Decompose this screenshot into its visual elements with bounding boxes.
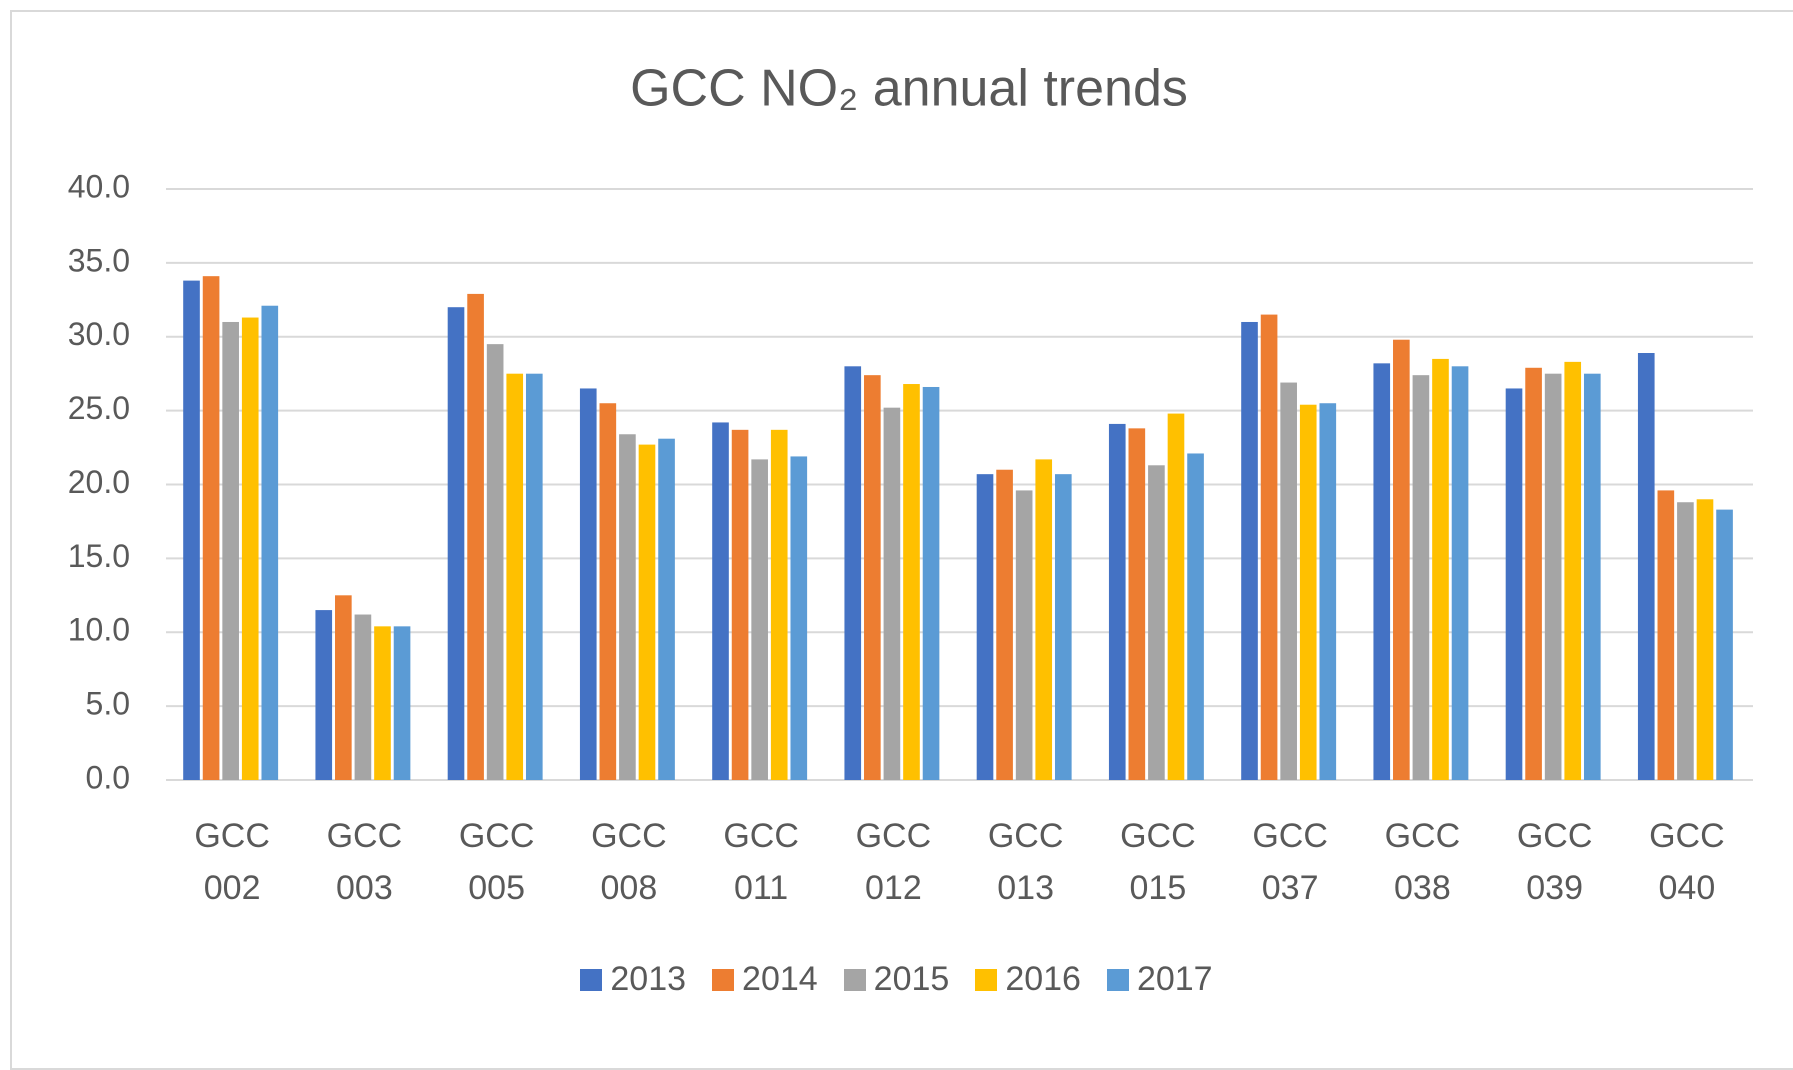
y-tick-label: 0.0: [86, 759, 130, 795]
y-tick-label: 10.0: [68, 612, 130, 648]
bar: [1677, 502, 1694, 780]
bar: [506, 373, 524, 780]
bar: [1373, 363, 1391, 780]
bar: [525, 373, 543, 780]
y-tick-label: 5.0: [86, 686, 130, 722]
bar: [790, 456, 808, 780]
bar: [1319, 403, 1337, 780]
bar: [1054, 474, 1072, 780]
legend-swatch: [843, 968, 866, 991]
x-tick-label: GCC 038: [1384, 817, 1461, 907]
x-tick-label: GCC 011: [723, 817, 799, 907]
y-tick-label: 40.0: [68, 168, 130, 204]
bar: [1657, 490, 1675, 780]
bar: [1393, 339, 1410, 780]
bar: [712, 422, 729, 780]
bar: [1015, 490, 1033, 780]
legend-swatch: [975, 968, 998, 991]
x-tick-label: GCC 008: [591, 817, 667, 907]
bar: [1696, 499, 1714, 780]
bar: [374, 626, 391, 780]
bar: [1637, 353, 1655, 780]
bar: [731, 429, 749, 780]
bar: [844, 366, 862, 780]
bar: [638, 444, 656, 780]
legend-label: 2015: [873, 960, 950, 998]
x-tick-label: GCC 037: [1252, 817, 1328, 907]
y-tick-label: 20.0: [68, 464, 130, 500]
bar: [658, 438, 675, 780]
bar: [354, 614, 372, 780]
bar: [1525, 367, 1542, 780]
bar: [1260, 314, 1278, 780]
bar: [1108, 423, 1126, 780]
bar: [393, 626, 411, 780]
bar: [864, 375, 881, 780]
bar: [1544, 373, 1562, 780]
bar: [1167, 413, 1185, 780]
y-tick-label: 25.0: [68, 390, 130, 426]
bar: [619, 434, 636, 780]
bar: [1241, 321, 1258, 780]
legend-label: 2016: [1005, 960, 1081, 998]
bar: [315, 610, 333, 780]
legend-label: 2014: [742, 960, 818, 998]
bar: [1187, 453, 1204, 780]
bar: [1432, 358, 1449, 780]
chart-title: GCC NO₂ annual trends: [630, 60, 1188, 118]
bar: [976, 474, 994, 780]
legend: 2013 2014 2015 2016 2017: [0, 960, 1793, 999]
bar: [1299, 404, 1317, 780]
bar: [222, 321, 239, 780]
x-tick-label: GCC 040: [1649, 817, 1725, 907]
bar: [922, 386, 940, 780]
bar: [1128, 428, 1146, 780]
legend-item: 2016: [975, 960, 1081, 999]
bar: [447, 307, 465, 780]
bar: [202, 276, 220, 780]
legend-item: 2015: [843, 960, 950, 999]
bar: [335, 595, 352, 780]
x-tick-label: GCC 012: [855, 817, 932, 907]
bar: [241, 317, 259, 780]
legend-label: 2017: [1136, 960, 1213, 998]
bar: [467, 293, 484, 780]
bar: [751, 459, 768, 780]
bar: [486, 344, 504, 780]
y-tick-label: 30.0: [68, 316, 130, 352]
x-tick-label: GCC 005: [458, 817, 535, 907]
legend-label: 2013: [610, 960, 687, 998]
y-tick-label: 35.0: [68, 242, 130, 278]
x-tick-label: GCC 013: [987, 817, 1064, 907]
bar: [1583, 373, 1601, 780]
legend-swatch: [1106, 968, 1129, 991]
bar: [599, 403, 617, 780]
bar: [883, 407, 901, 780]
bar: [1505, 388, 1523, 780]
legend-item: 2013: [580, 960, 686, 999]
bar: [579, 388, 597, 780]
bar: [183, 280, 200, 780]
bar: [1564, 361, 1582, 780]
y-tick-label: 15.0: [68, 538, 130, 574]
x-tick-label: GCC 039: [1516, 817, 1593, 907]
bar: [1716, 509, 1733, 780]
bar: [261, 305, 279, 780]
x-tick-label: GCC 002: [194, 817, 270, 907]
legend-item: 2014: [712, 960, 818, 999]
bar: [1148, 465, 1165, 780]
legend-swatch: [580, 968, 603, 991]
x-tick-label: GCC 015: [1120, 817, 1196, 907]
bar: [770, 429, 788, 780]
legend-item: 2017: [1106, 960, 1213, 999]
bar: [903, 384, 920, 780]
bar: [1451, 366, 1469, 780]
legend-swatch: [712, 968, 735, 991]
bar: [1035, 459, 1053, 780]
bar: [1412, 375, 1430, 780]
bar: [1280, 382, 1297, 780]
x-tick-label: GCC 003: [326, 817, 403, 907]
bar: [996, 469, 1013, 780]
